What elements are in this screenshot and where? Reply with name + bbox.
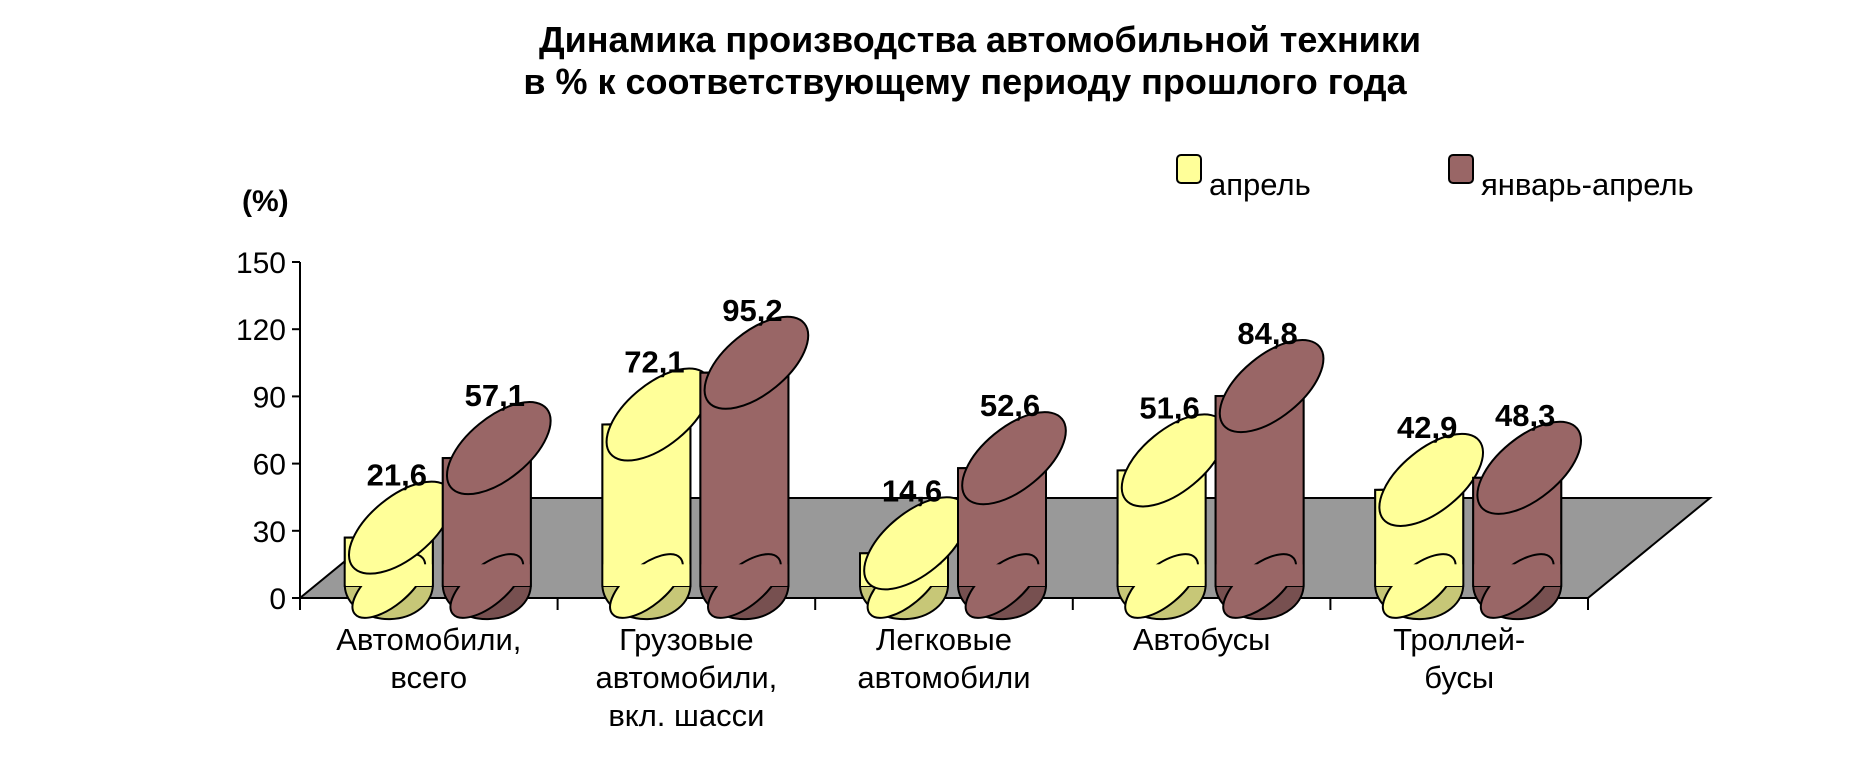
bars (343, 315, 1583, 621)
y-tick-label: 30 (253, 516, 286, 549)
chart-title-line-1: Динамика производства автомобильной техн… (539, 19, 1421, 60)
data-label: 48,3 (1495, 398, 1555, 433)
legend-label: апрель (1209, 167, 1311, 202)
y-tick-label: 90 (253, 381, 286, 414)
bar-cylinder (601, 367, 712, 621)
data-label: 21,6 (367, 458, 427, 493)
bar-bottom-cover (1474, 564, 1561, 586)
legend-swatch (1176, 154, 1202, 184)
bar-bottom-cover (1376, 564, 1463, 586)
bar-cylinder (699, 315, 810, 621)
bar-front (699, 371, 790, 588)
data-labels: 21,6 57,1 72,1 95,2 14,6 52,6 51,6 84,8 42,9 48,3 (367, 293, 1556, 509)
bar-bottom-cover (603, 564, 690, 586)
data-label: 72,1 (624, 344, 684, 379)
x-category-label: Автомобили, всего (336, 622, 521, 695)
axes: 150 120 90 60 30 0 Автомобили, всего Грузовые авт… (236, 247, 1589, 733)
legend-label: январь-апрель (1481, 167, 1694, 202)
x-category-label: Грузовые автомобили, вкл. шасси (596, 622, 778, 733)
legend: апрель январь-апрель (1176, 154, 1694, 202)
bar-top (1218, 339, 1325, 434)
bar-bottom-cover (443, 564, 530, 586)
data-label: 84,8 (1237, 316, 1297, 351)
bar-cylinder (441, 401, 552, 621)
data-label: 42,9 (1397, 410, 1457, 445)
y-axis-unit: (%) (242, 185, 289, 218)
data-label: 51,6 (1139, 390, 1199, 425)
bar-top (1476, 420, 1583, 515)
chart-title-line-2: в % к соответствующему периоду прошлого … (523, 61, 1407, 102)
y-tick-label: 60 (253, 449, 286, 482)
bar-cylinder (1472, 420, 1583, 621)
bar-top (1378, 432, 1485, 527)
y-tick-label: 120 (236, 314, 286, 347)
bar-cylinder (1374, 432, 1485, 621)
bar-cylinder (957, 411, 1067, 621)
x-category-label: Автобусы (1133, 622, 1271, 657)
bar-top (703, 315, 810, 410)
x-category-label: Легковые автомобили (857, 622, 1030, 695)
bar-bottom-cover (1118, 564, 1205, 586)
data-label: 57,1 (465, 378, 525, 413)
data-label: 14,6 (882, 473, 942, 508)
data-label: 95,2 (722, 293, 782, 328)
bar-cylinder (343, 480, 454, 621)
bar-bottom-cover (701, 564, 788, 586)
legend-swatch (1448, 154, 1474, 184)
bar-bottom-cover (959, 564, 1045, 586)
bar-top (445, 401, 552, 496)
bar-top (961, 411, 1067, 506)
x-category-label: Троллей-бусы (1393, 622, 1525, 695)
bar-cylinder (1116, 413, 1227, 621)
data-label: 52,6 (980, 388, 1040, 423)
y-tick-label: 0 (269, 583, 286, 616)
bar-cylinder (1214, 339, 1325, 621)
y-tick-label: 150 (236, 247, 286, 280)
bar-bottom-cover (1216, 564, 1303, 586)
